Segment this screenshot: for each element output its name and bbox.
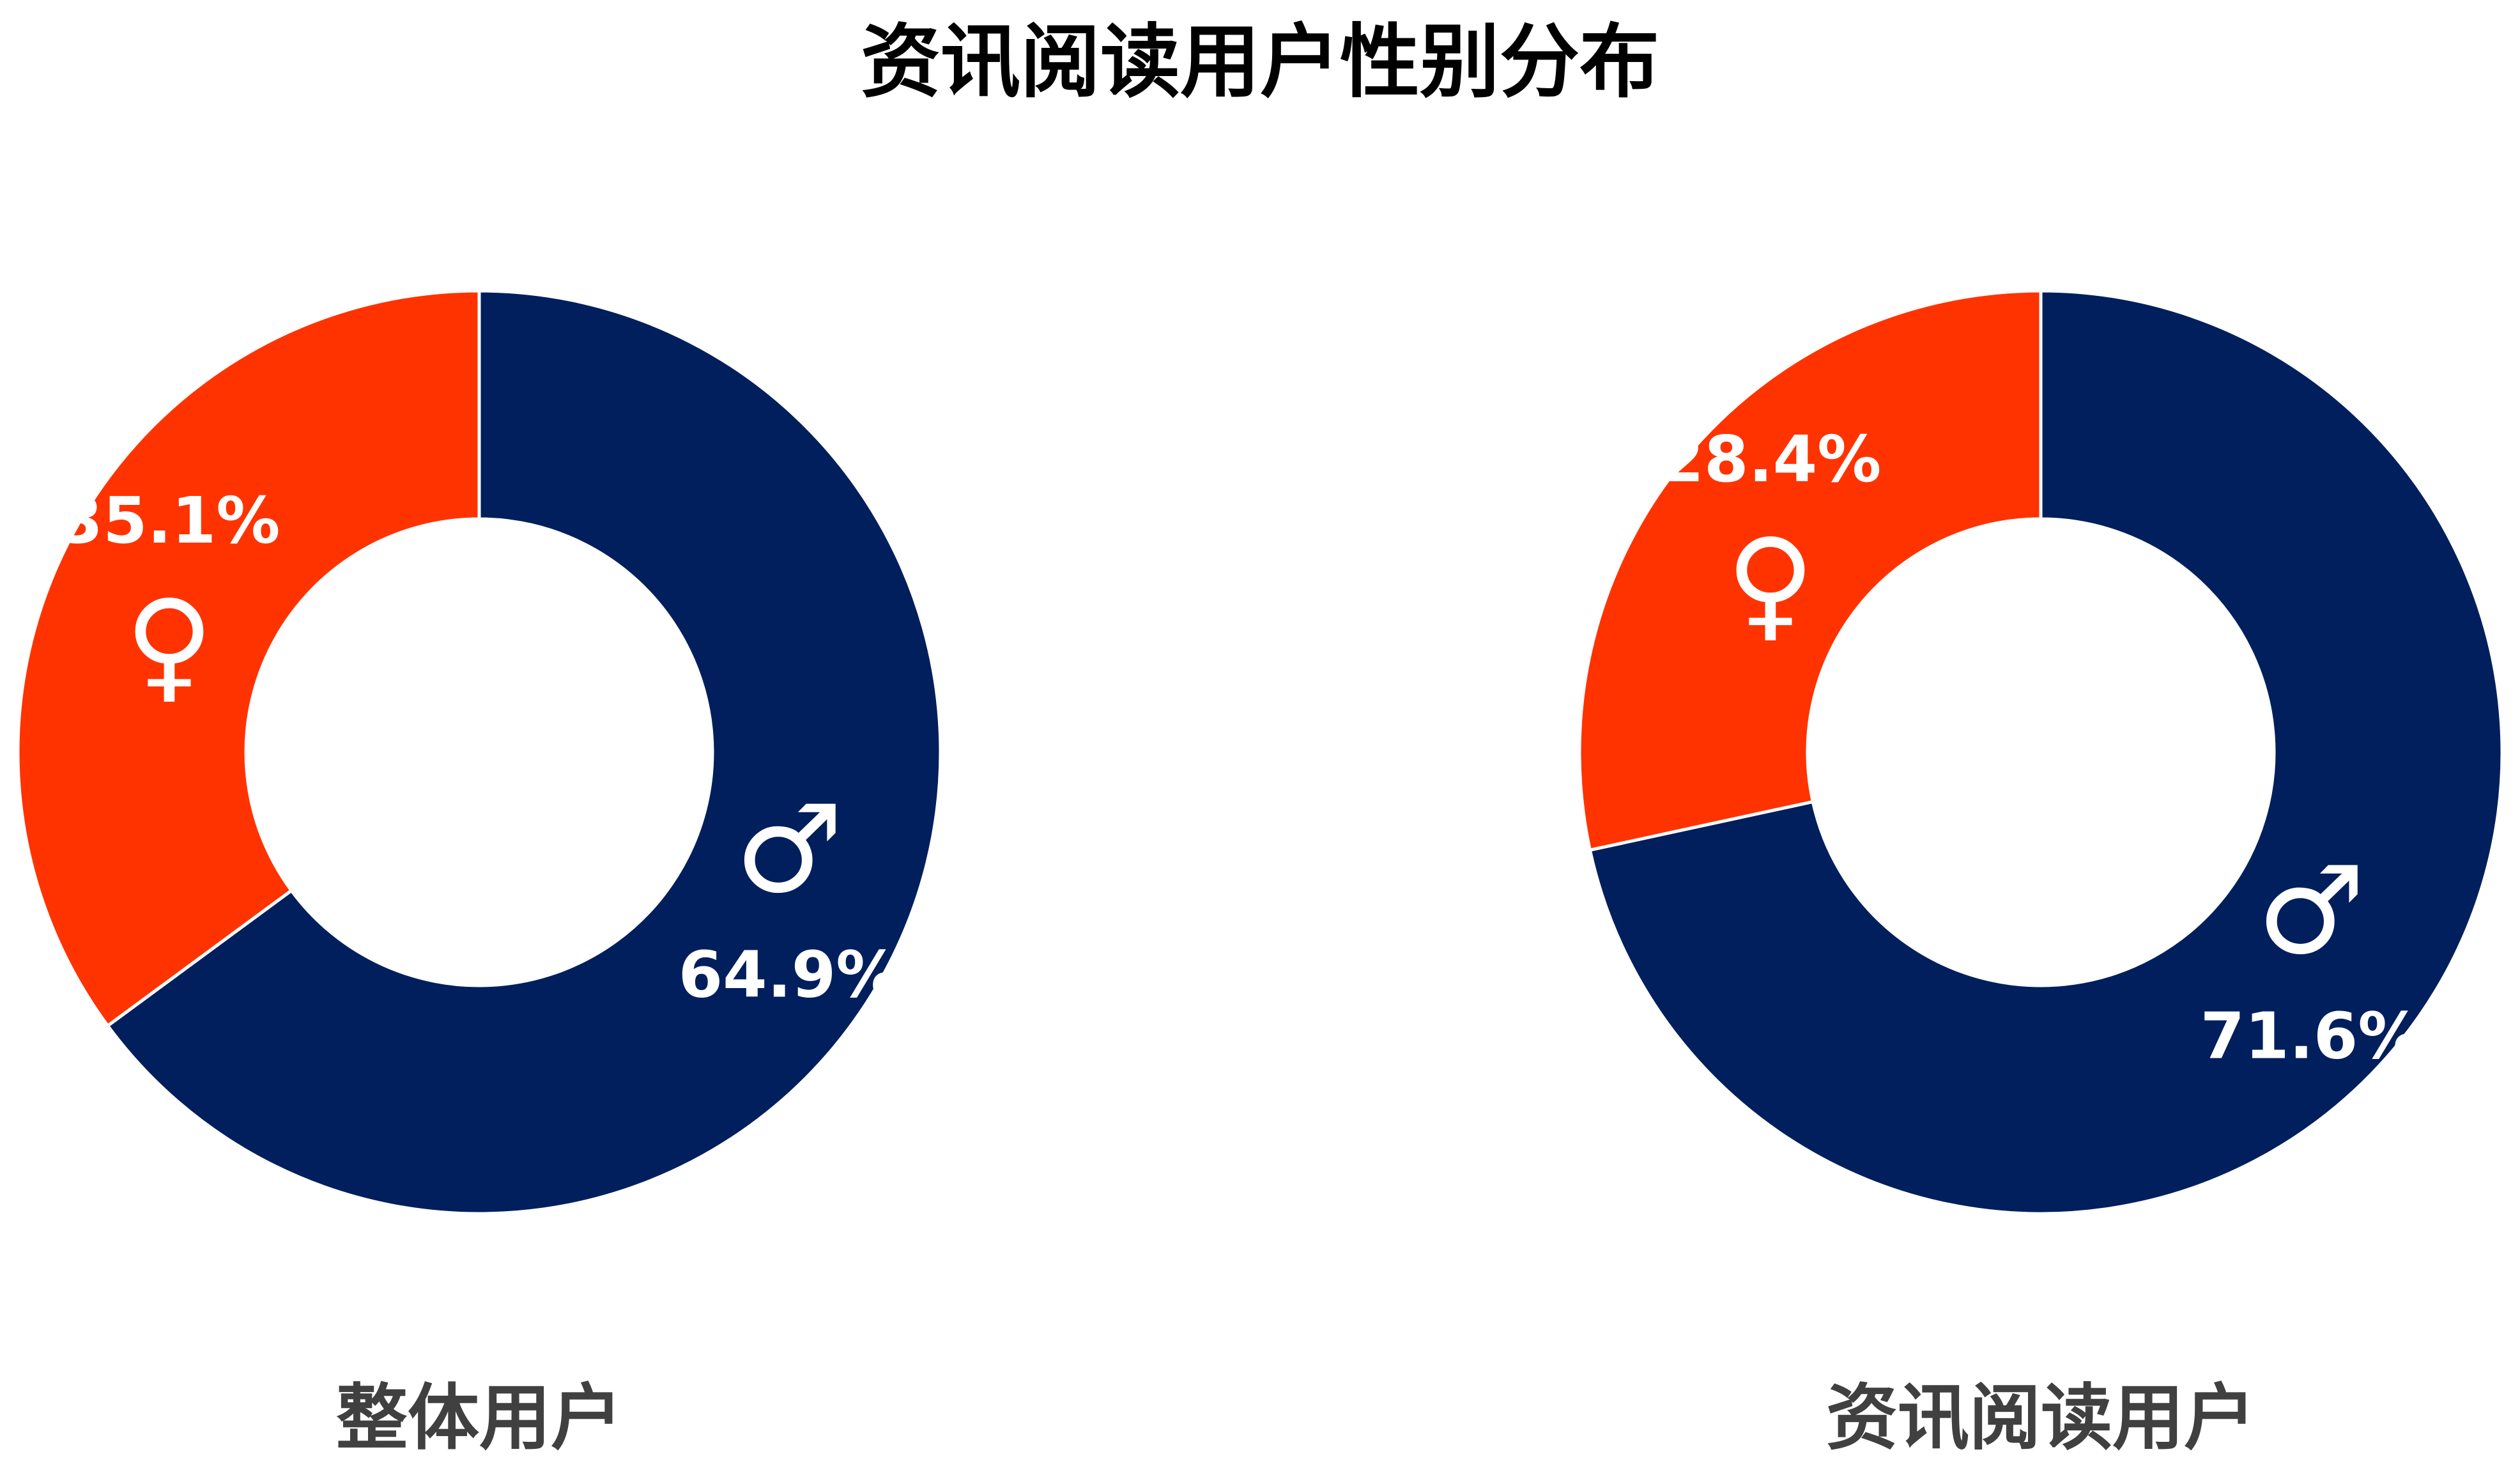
chart-subtitle: 整体用户 [336,1377,622,1460]
value-label: 28.4% [1659,422,1881,497]
chart-title: 资讯阅读用户性别分布 [861,16,1659,109]
gender-symbol: ♀ [1726,513,1815,654]
slice [1588,289,2504,1216]
value-label: 35.1% [58,483,280,558]
chart-subtitle: 资讯阅读用户 [1826,1377,2255,1460]
gender-symbol: ♀ [125,574,213,715]
value-label: 64.9% [679,938,900,1012]
slice [105,289,942,1216]
gender-symbol: ♂ [2257,840,2365,981]
slice [1578,289,2043,853]
slice [16,289,481,1028]
value-label: 71.6% [2201,998,2422,1073]
gender-symbol: ♂ [735,778,843,920]
